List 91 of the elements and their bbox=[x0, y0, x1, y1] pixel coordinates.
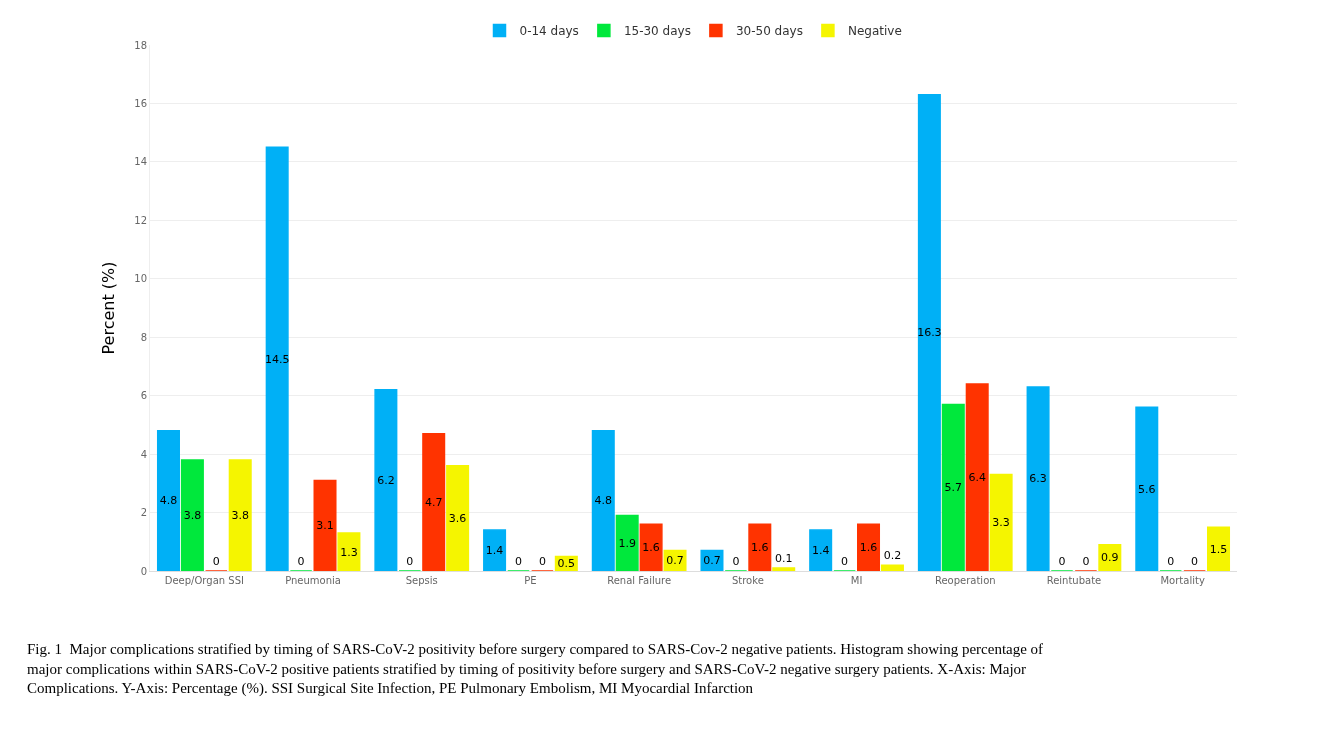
data-label: 16.3 bbox=[917, 326, 942, 340]
legend-label: 30-50 days bbox=[735, 24, 803, 39]
y-tick-label: 14 bbox=[134, 156, 147, 168]
x-tick-label: Mortality bbox=[1160, 575, 1205, 586]
bar bbox=[313, 479, 337, 571]
data-label: 0.1 bbox=[774, 552, 793, 566]
data-label: 0 bbox=[1082, 555, 1090, 568]
data-label: 0.7 bbox=[666, 554, 684, 568]
data-label: 0.2 bbox=[883, 549, 902, 563]
data-label: 3.1 bbox=[316, 519, 334, 533]
data-label: 0 bbox=[732, 555, 740, 568]
x-tick-label: Reoperation bbox=[934, 575, 996, 586]
y-tick-label: 0 bbox=[140, 565, 147, 577]
bar bbox=[1135, 406, 1159, 571]
x-tick-label: Renal Failure bbox=[607, 575, 672, 586]
data-label: 0 bbox=[212, 555, 220, 568]
bar bbox=[265, 146, 289, 571]
bar bbox=[989, 473, 1013, 571]
legend-label: 15-30 days bbox=[623, 24, 691, 39]
data-label: 5.7 bbox=[944, 481, 963, 495]
caption: Fig. 1 Major complications stratified by timing of SARS-CoV-2 positivity before surgery compared to SARS-Cov-2 negative patients. Histogram showing percentage of major complications within SARS-CoV-2 positive patients stratified by timing of positivity before surgery and SARS-CoV-2 negative surgery patients. X-Axis: Major Complications. Y-Axis: Percentage (%). SSI Surgical Site Infection, PE Pulmonary Embolism, MI Myocardial Infarction bbox=[27, 641, 1044, 697]
bar bbox=[591, 429, 615, 571]
x-tick-label: Stroke bbox=[731, 575, 764, 586]
bar bbox=[857, 523, 881, 571]
bar bbox=[1026, 386, 1050, 571]
bar bbox=[337, 532, 361, 571]
y-tick-label: 6 bbox=[140, 390, 147, 402]
y-tick-label: 10 bbox=[134, 273, 147, 285]
bar bbox=[180, 459, 204, 571]
data-label: 3.8 bbox=[183, 508, 202, 522]
bar bbox=[1207, 526, 1231, 571]
data-label: 6.2 bbox=[377, 473, 395, 487]
data-label: 6.4 bbox=[968, 470, 986, 484]
data-label: 3.6 bbox=[448, 511, 467, 525]
data-label: 0 bbox=[514, 555, 522, 568]
bar bbox=[880, 564, 904, 571]
y-axis-title: Percent (%) bbox=[99, 261, 119, 355]
data-label: 4.8 bbox=[594, 494, 613, 508]
bar bbox=[374, 389, 398, 571]
data-label: 0 bbox=[297, 555, 305, 568]
data-label: 0.7 bbox=[703, 554, 721, 568]
bar bbox=[483, 529, 507, 571]
bar bbox=[228, 459, 252, 571]
data-label: 6.3 bbox=[1029, 472, 1047, 486]
data-label: 3.3 bbox=[992, 516, 1010, 530]
data-label: 0.9 bbox=[1101, 551, 1119, 565]
data-label: 0 bbox=[538, 555, 546, 568]
data-label: 1.5 bbox=[1209, 542, 1228, 556]
y-tick-label: 12 bbox=[134, 214, 147, 226]
x-tick-label: Deep/Organ SSI bbox=[164, 575, 244, 586]
y-tick-label: 4 bbox=[140, 448, 147, 460]
data-label: 14.5 bbox=[264, 352, 290, 366]
y-tick-label: 16 bbox=[134, 97, 147, 109]
data-label: 1.6 bbox=[859, 541, 878, 555]
bar bbox=[639, 523, 663, 571]
data-label: 0 bbox=[841, 555, 849, 568]
data-label: 1.6 bbox=[642, 541, 660, 555]
legend-label: 0-14 days bbox=[519, 24, 579, 39]
bar bbox=[965, 383, 989, 571]
legend-label: Negative bbox=[847, 24, 902, 39]
x-tick-label: MI bbox=[850, 575, 863, 586]
x-tick-label: Sepsis bbox=[405, 575, 438, 586]
bar bbox=[748, 523, 772, 571]
data-label: 4.8 bbox=[159, 494, 178, 508]
y-tick-label: 18 bbox=[134, 39, 147, 51]
data-label: 0 bbox=[1167, 555, 1175, 568]
data-label: 0 bbox=[406, 555, 414, 568]
bar bbox=[422, 432, 446, 571]
bar bbox=[446, 465, 470, 571]
data-label: 1.4 bbox=[485, 544, 504, 558]
bar bbox=[772, 567, 796, 571]
data-label: 0 bbox=[1191, 555, 1199, 568]
data-label: 3.8 bbox=[231, 508, 249, 522]
bar bbox=[917, 93, 941, 571]
data-label: 0 bbox=[1058, 555, 1066, 568]
y-tick-label: 2 bbox=[140, 507, 147, 519]
y-tick-label: 8 bbox=[140, 331, 147, 343]
x-tick-label: Reintubate bbox=[1046, 575, 1102, 586]
bar bbox=[941, 403, 965, 571]
data-label: 1.3 bbox=[340, 545, 358, 559]
bar bbox=[156, 429, 180, 571]
x-tick-label: PE bbox=[524, 575, 537, 586]
data-label: 1.6 bbox=[751, 541, 769, 555]
bar bbox=[809, 529, 833, 571]
x-tick-label: Pneumonia bbox=[285, 575, 341, 586]
data-label: 1.4 bbox=[811, 544, 830, 558]
data-label: 4.7 bbox=[424, 495, 443, 509]
data-label: 1.9 bbox=[618, 536, 636, 550]
data-label: 5.6 bbox=[1138, 482, 1156, 496]
bar bbox=[615, 514, 639, 571]
data-label: 0.5 bbox=[557, 557, 576, 571]
